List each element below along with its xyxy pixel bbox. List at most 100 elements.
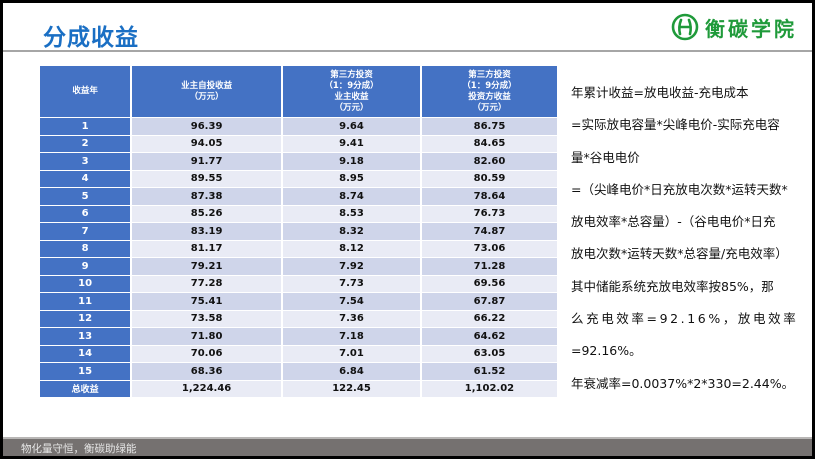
- self-invest-cell: 75.41: [132, 293, 282, 310]
- note-line: 年累计收益=放电收益-充电成本: [571, 85, 749, 100]
- investor-share-cell: 61.52: [421, 363, 557, 380]
- header-line: 收益年: [72, 86, 98, 96]
- table-row: 13 71.80 7.18 64.62: [40, 328, 557, 345]
- investor-share-cell: 63.05: [421, 345, 557, 362]
- self-invest-cell: 87.38: [132, 188, 282, 205]
- note-line: 量*谷电电价: [571, 149, 640, 165]
- table-header-row: 收益年 业主自投收益 （万元） 第三方投资 （1：9分成） 业主收益 （万元） 第三方投资 （1…: [40, 66, 557, 117]
- note-line: 么充电效率=92.16%，放电效率: [571, 311, 799, 327]
- logo: 衡碳学院: [671, 12, 797, 42]
- table-row: 4 89.55 8.95 80.59: [40, 170, 557, 187]
- year-cell: 4: [40, 170, 131, 187]
- table-row: 15 68.36 6.84 61.52: [40, 363, 557, 380]
- total-owner-share-cell: 122.45: [283, 380, 420, 397]
- table-row: 10 77.28 7.73 69.56: [40, 275, 557, 292]
- year-cell: 5: [40, 188, 131, 205]
- owner-share-cell: 9.64: [283, 118, 420, 135]
- self-invest-cell: 85.26: [132, 205, 282, 222]
- owner-share-cell: 9.18: [283, 153, 420, 170]
- footer-slogan: 物化量守恒，衡碳助绿能: [21, 443, 137, 455]
- note-line: =实际放电容量*尖峰电价-实际充电容: [571, 117, 780, 133]
- footer-bar: 物化量守恒，衡碳助绿能: [3, 437, 812, 456]
- owner-share-cell: 8.95: [283, 170, 420, 187]
- header-line: 业主自投收益: [181, 80, 233, 91]
- note-line: 放电次数*运转天数*总容量/充电效率）: [571, 246, 788, 262]
- note-line: =92.16%。: [571, 343, 642, 359]
- investor-share-cell: 86.75: [421, 118, 557, 135]
- self-invest-cell: 94.05: [132, 135, 282, 152]
- header-third-party-investor: 第三方投资 （1：9分成） 投资方收益 （万元）: [421, 66, 557, 117]
- revenue-table: 收益年 业主自投收益 （万元） 第三方投资 （1：9分成） 业主收益 （万元） 第三方投资 （1…: [38, 65, 559, 398]
- self-invest-cell: 89.55: [132, 170, 282, 187]
- investor-share-cell: 73.06: [421, 240, 557, 257]
- owner-share-cell: 7.01: [283, 345, 420, 362]
- table-row: 8 81.17 8.12 73.06: [40, 240, 557, 257]
- owner-share-cell: 8.32: [283, 223, 420, 240]
- logo-text: 衡碳学院: [705, 16, 797, 41]
- formula-notes: 年累计收益=放电收益-充电成本 =实际放电容量*尖峰电价-实际充电容 量*谷电电价 =…: [571, 77, 806, 400]
- header-line: 投资方收益: [468, 91, 511, 102]
- owner-share-cell: 7.36: [283, 310, 420, 327]
- investor-share-cell: 84.65: [421, 135, 557, 152]
- note-line: =（尖峰电价*日充放电次数*运转天数*: [571, 181, 788, 197]
- table-row: 11 75.41 7.54 67.87: [40, 293, 557, 310]
- self-invest-cell: 73.58: [132, 310, 282, 327]
- year-cell: 1: [40, 118, 131, 135]
- year-cell: 14: [40, 345, 131, 362]
- self-invest-cell: 96.39: [132, 118, 282, 135]
- logo-h-icon: [671, 13, 699, 41]
- owner-share-cell: 7.92: [283, 258, 420, 275]
- page-title: 分成收益: [43, 25, 139, 51]
- year-cell: 12: [40, 310, 131, 327]
- header-line: （1：9分成）: [324, 80, 379, 91]
- total-year-cell: 总收益: [40, 380, 131, 397]
- total-investor-share-cell: 1,102.02: [421, 380, 557, 397]
- owner-share-cell: 9.41: [283, 135, 420, 152]
- note-line: 放电效率*总容量）-（谷电电价*日充: [571, 214, 776, 230]
- note-line: 年衰减率=0.0037%*2*330=2.44%。: [571, 375, 795, 391]
- self-invest-cell: 77.28: [132, 275, 282, 292]
- year-cell: 7: [40, 223, 131, 240]
- self-invest-cell: 79.21: [132, 258, 282, 275]
- owner-share-cell: 6.84: [283, 363, 420, 380]
- table-row: 12 73.58 7.36 66.22: [40, 310, 557, 327]
- table-row: 6 85.26 8.53 76.73: [40, 205, 557, 222]
- self-invest-cell: 83.19: [132, 223, 282, 240]
- owner-share-cell: 8.74: [283, 188, 420, 205]
- investor-share-cell: 66.22: [421, 310, 557, 327]
- table-row: 14 70.06 7.01 63.05: [40, 345, 557, 362]
- header-line: （万元）: [334, 102, 369, 113]
- table-row: 9 79.21 7.92 71.28: [40, 258, 557, 275]
- header-self-invest: 业主自投收益 （万元）: [132, 66, 282, 117]
- year-cell: 9: [40, 258, 131, 275]
- year-cell: 11: [40, 293, 131, 310]
- note-line: 其中储能系统充放电效率按85%，那: [571, 278, 774, 294]
- self-invest-cell: 71.80: [132, 328, 282, 345]
- header-third-party-owner: 第三方投资 （1：9分成） 业主收益 （万元）: [283, 66, 420, 117]
- investor-share-cell: 82.60: [421, 153, 557, 170]
- investor-share-cell: 78.64: [421, 188, 557, 205]
- year-cell: 10: [40, 275, 131, 292]
- table-row: 2 94.05 9.41 84.65: [40, 135, 557, 152]
- table-row: 3 91.77 9.18 82.60: [40, 153, 557, 170]
- table-row: 1 96.39 9.64 86.75: [40, 118, 557, 135]
- header-line: 业主收益: [334, 91, 369, 102]
- owner-share-cell: 7.73: [283, 275, 420, 292]
- header-line: （万元）: [472, 102, 507, 113]
- self-invest-cell: 91.77: [132, 153, 282, 170]
- year-cell: 2: [40, 135, 131, 152]
- slide: 分成收益 衡碳学院 收益年 业主自投收益 （万元） 第三方投资 （1：9分成） 业主收益（…: [3, 3, 812, 456]
- table-row: 7 83.19 8.32 74.87: [40, 223, 557, 240]
- year-cell: 13: [40, 328, 131, 345]
- header-year: 收益年: [40, 66, 131, 117]
- header-line: 第三方投资: [468, 69, 511, 80]
- year-cell: 6: [40, 205, 131, 222]
- year-cell: 3: [40, 153, 131, 170]
- total-self-invest-cell: 1,224.46: [132, 380, 282, 397]
- investor-share-cell: 64.62: [421, 328, 557, 345]
- investor-share-cell: 76.73: [421, 205, 557, 222]
- year-cell: 15: [40, 363, 131, 380]
- self-invest-cell: 81.17: [132, 240, 282, 257]
- total-row: 总收益 1,224.46 122.45 1,102.02: [40, 380, 557, 397]
- investor-share-cell: 80.59: [421, 170, 557, 187]
